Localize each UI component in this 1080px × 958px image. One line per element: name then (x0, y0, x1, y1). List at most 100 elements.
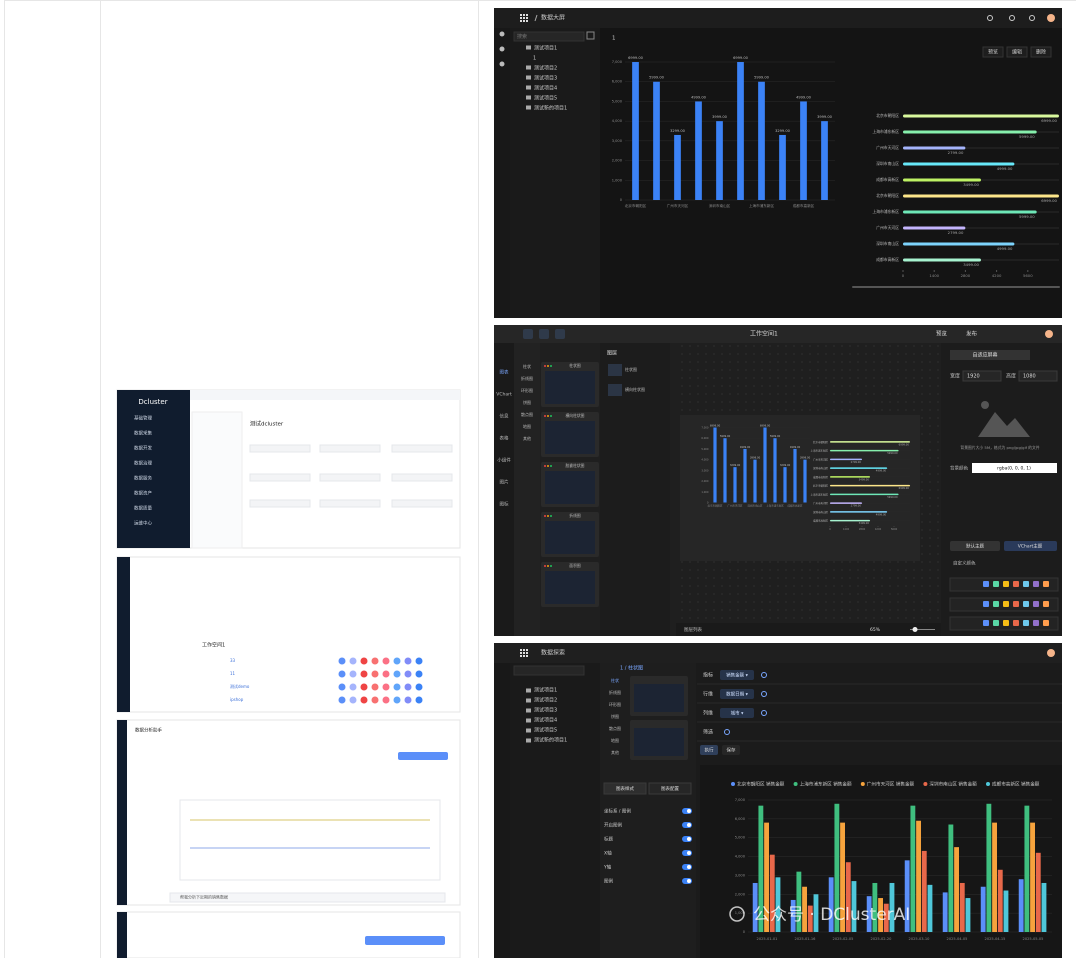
label: 测试dcluster (250, 420, 284, 428)
bar (904, 860, 910, 932)
x-tick-label: 深圳市南山区 (709, 203, 731, 208)
dot (550, 465, 552, 467)
y-tick-label: 6,000 (735, 817, 746, 821)
panel (983, 620, 989, 626)
panel (526, 20, 528, 22)
x-tick-label: 成都市高新区 (793, 203, 815, 208)
field-tag: 销售金额 ▾ (726, 672, 748, 679)
panel (1004, 541, 1057, 551)
bar (948, 824, 954, 932)
menu-item: 其他 (611, 749, 619, 755)
action (338, 657, 346, 665)
panel (1003, 581, 1009, 587)
value-label: 3299.00 (670, 129, 686, 133)
label: 搜索 (517, 33, 527, 40)
avatar (1047, 14, 1055, 22)
panel (319, 444, 381, 453)
y-tick-label: 2,000 (612, 159, 623, 163)
field-label: 列维 (703, 710, 713, 717)
card-title: 折线图 (569, 513, 581, 518)
menu-item: 图片 (500, 479, 509, 486)
panel (526, 105, 531, 110)
y-tick-label: 成都市高新区 (813, 519, 829, 523)
action (404, 657, 412, 665)
action (393, 683, 401, 691)
category: 散点图 (521, 411, 533, 417)
label: 帮我分析下近期的销售数据 (180, 894, 228, 900)
card-title: 面积图 (569, 563, 581, 568)
value-label: 6999.00 (1041, 118, 1057, 123)
bar (878, 898, 883, 932)
setting: 标题 (604, 836, 613, 843)
panel (1033, 601, 1039, 607)
image-placeholder (978, 412, 1030, 437)
y-tick-label: 广州市天河区 (813, 501, 829, 505)
setting: X轴 (604, 850, 612, 857)
action (393, 696, 401, 704)
panel (494, 28, 510, 318)
x-tick-label: 广州市天河区 (667, 203, 689, 208)
dot (547, 515, 549, 517)
tree-item: 测试项目4 (534, 85, 557, 92)
layer: 柱状图 (625, 366, 637, 372)
value-label: 2799.00 (851, 504, 862, 508)
button: 自适应屏幕 (972, 352, 997, 359)
panel (117, 912, 127, 958)
legend-swatch (860, 782, 865, 786)
panel (993, 581, 999, 587)
toggle: VChart主题 (1018, 543, 1043, 550)
y-tick-label: 7,000 (735, 798, 746, 802)
y-tick-label: 北京市朝阳区 (813, 484, 829, 488)
y-tick-label: 3,000 (735, 873, 746, 877)
panel (520, 655, 522, 657)
panel (539, 329, 549, 339)
field-label: 筛选 (703, 729, 713, 736)
bar (986, 803, 992, 932)
panel (398, 752, 448, 760)
bar (674, 134, 681, 200)
x-tick-label: 1400 (843, 527, 850, 531)
label: 图层列表 (684, 626, 702, 633)
panel (179, 799, 441, 881)
toggle-knob (687, 837, 691, 841)
setting: Y轴 (603, 864, 612, 871)
x-tick-label: 2025-04-15 (985, 937, 1006, 941)
value-label: 6999.00 (1041, 198, 1057, 203)
bar (775, 877, 781, 932)
bar (632, 62, 639, 200)
panel (190, 390, 460, 400)
panel (391, 499, 453, 508)
bar (883, 903, 889, 932)
legend-label: 广州市天河区 销售金额 (867, 781, 915, 788)
panel (1023, 581, 1029, 587)
bar (845, 862, 851, 932)
bar (763, 427, 767, 503)
x-tick-label: 4200 (992, 273, 1002, 278)
panel (514, 343, 540, 636)
bar (796, 871, 802, 932)
category: 柱状 (523, 363, 531, 369)
value-label: 3999.00 (800, 456, 811, 460)
bar (927, 884, 933, 932)
category: 其他 (523, 435, 531, 441)
dot (544, 565, 546, 567)
icon (987, 15, 993, 21)
panel (1013, 620, 1019, 626)
panel (941, 343, 1062, 636)
value-label: 6999.00 (733, 56, 749, 60)
avatar (1045, 330, 1053, 338)
bar (903, 242, 1015, 246)
menu-item: 数据开发 (134, 445, 152, 452)
x-tick-label: 2025-02-20 (871, 937, 893, 941)
label: 1920 (967, 374, 980, 380)
y-tick-label: 7,000 (701, 426, 709, 430)
panel (494, 325, 1062, 343)
value-label: 6999.00 (899, 442, 910, 446)
track (903, 147, 1059, 149)
y-tick-label: 北京市朝阳区 (876, 193, 899, 198)
action (371, 696, 379, 704)
label: 工作空间1 (202, 642, 225, 649)
bar (997, 869, 1003, 932)
panel (494, 643, 1062, 663)
value-label: 3499.00 (859, 521, 870, 525)
